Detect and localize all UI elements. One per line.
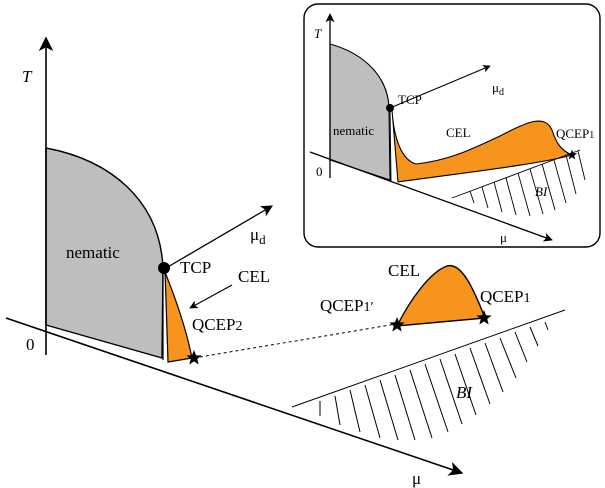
qcep2-star	[186, 350, 202, 365]
inset-qcep1-label-text: QCEP	[556, 126, 589, 141]
tcp-label: TCP	[180, 258, 211, 277]
mud-axis-subscript: d	[259, 232, 266, 247]
cel-region-left	[164, 271, 193, 363]
inset-cel-region	[391, 109, 574, 183]
qcep1p-star	[389, 317, 405, 332]
qcep1p-label-sub: 1′	[363, 300, 373, 315]
inset-qcep1-star	[566, 149, 578, 160]
inset-t-axis-label: T	[314, 26, 322, 41]
qcep1p-label-text: QCEP	[320, 296, 363, 315]
qcep-dashed-connector	[193, 323, 397, 359]
mu-axis-label: μ	[412, 469, 421, 488]
inset-mud-axis	[389, 65, 491, 109]
cel-label-left: CEL	[238, 267, 270, 286]
tcp-point	[158, 262, 170, 274]
inset-bi-hatch	[451, 149, 586, 217]
qcep1-star	[476, 310, 492, 325]
inset-origin-label: 0	[316, 164, 323, 179]
mud-axis-symbol: μ	[250, 225, 259, 244]
nematic-label: nematic	[66, 243, 120, 262]
t-axis-label: T	[22, 67, 33, 86]
qcep2-label-text: QCEP	[192, 315, 235, 334]
qcep1-label-sub: 1	[523, 291, 530, 306]
qcep1p-label: QCEP1′	[320, 296, 374, 315]
cel-region-right	[395, 265, 486, 327]
qcep2-label: QCEP2	[192, 315, 242, 334]
inset-cel-label: CEL	[446, 125, 471, 140]
inset-qcep1-label: QCEP1	[556, 126, 594, 141]
inset-mud-axis-label: μd	[492, 80, 504, 98]
mud-axis-label: μd	[250, 225, 266, 247]
qcep1-label-text: QCEP	[480, 287, 523, 306]
cel-pointer-arrow	[189, 284, 233, 309]
inset-frame	[303, 3, 601, 248]
inset-nematic-region	[329, 43, 391, 181]
inset-mu-axis	[309, 151, 553, 242]
inset-tcp-label: TCP	[398, 92, 422, 107]
bi-label: BI	[456, 383, 473, 402]
inset-boundary-line	[389, 109, 392, 183]
inset-nematic-label: nematic	[333, 123, 374, 138]
mu-axis	[5, 317, 464, 476]
origin-label: 0	[26, 335, 35, 354]
inset-mu-axis-label: μ	[500, 230, 507, 245]
qcep1-label: QCEP1	[480, 287, 530, 306]
inset-mud-axis-subscript: d	[499, 87, 504, 98]
inset-diagram: T 0 μ μd nematic TCP CEL QCEP1 BI	[303, 3, 601, 248]
main-diagram: T 0 μ μd nematic TCP CEL QCEP2 CEL QCEP1…	[5, 36, 566, 488]
bi-hatch-region	[291, 309, 566, 441]
inset-bi-label: BI	[535, 184, 548, 199]
inset-mud-axis-symbol: μ	[492, 80, 499, 95]
qcep2-label-sub: 2	[235, 319, 242, 334]
inset-qcep1-label-sub: 1	[589, 130, 594, 141]
inset-tcp-point	[386, 104, 394, 112]
mud-axis	[165, 205, 274, 269]
cel-label-right: CEL	[388, 261, 420, 280]
